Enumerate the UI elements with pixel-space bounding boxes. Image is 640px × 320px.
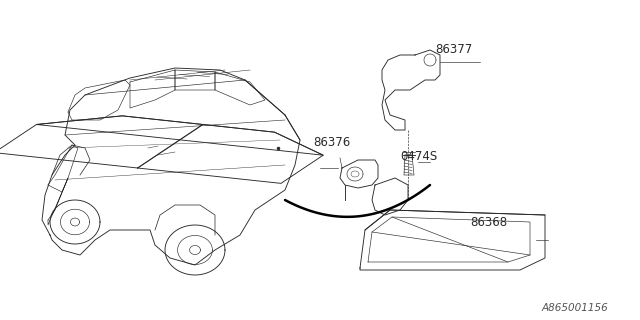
Text: 86376: 86376 <box>314 136 351 149</box>
Polygon shape <box>347 167 363 181</box>
Polygon shape <box>165 225 225 275</box>
Polygon shape <box>50 200 100 244</box>
Polygon shape <box>382 50 440 130</box>
Text: A865001156: A865001156 <box>541 303 609 313</box>
Polygon shape <box>68 80 130 120</box>
Text: 0474S: 0474S <box>400 150 437 163</box>
Polygon shape <box>48 178 68 225</box>
Text: 86368: 86368 <box>470 216 508 229</box>
Polygon shape <box>48 145 78 192</box>
Text: 86377: 86377 <box>435 43 472 56</box>
Polygon shape <box>130 70 175 108</box>
Polygon shape <box>36 116 323 155</box>
Polygon shape <box>215 72 265 105</box>
Polygon shape <box>360 210 545 270</box>
Polygon shape <box>0 116 203 168</box>
Polygon shape <box>70 218 79 226</box>
Polygon shape <box>372 178 408 215</box>
Polygon shape <box>138 124 323 183</box>
Polygon shape <box>340 160 378 188</box>
Polygon shape <box>42 68 300 265</box>
Polygon shape <box>404 155 414 175</box>
Polygon shape <box>189 245 200 254</box>
Polygon shape <box>175 70 215 90</box>
